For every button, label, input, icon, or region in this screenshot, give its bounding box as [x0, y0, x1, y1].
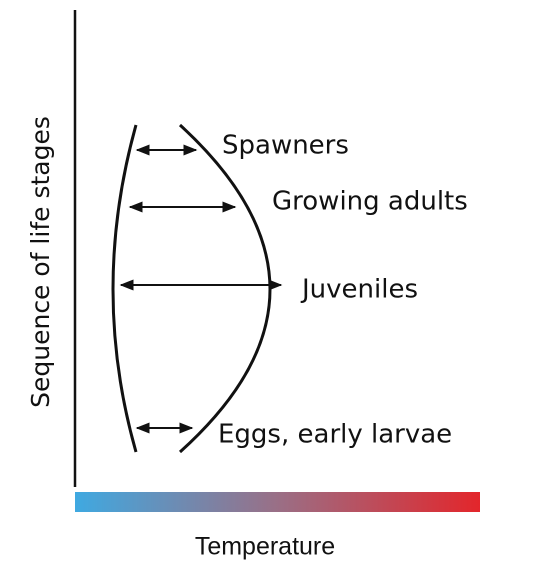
- x-axis-label: Temperature: [195, 533, 335, 561]
- upper-limit-curve: [178, 123, 272, 454]
- temperature-gradient: [75, 492, 480, 512]
- lower-limit-curve: [111, 124, 138, 453]
- stage-label: Eggs, early larvae: [218, 420, 452, 450]
- stage-label: Growing adults: [272, 187, 468, 217]
- stage-label: Juveniles: [300, 275, 418, 305]
- y-axis-label: Sequence of life stages: [26, 116, 55, 408]
- stage-label: Spawners: [222, 131, 349, 161]
